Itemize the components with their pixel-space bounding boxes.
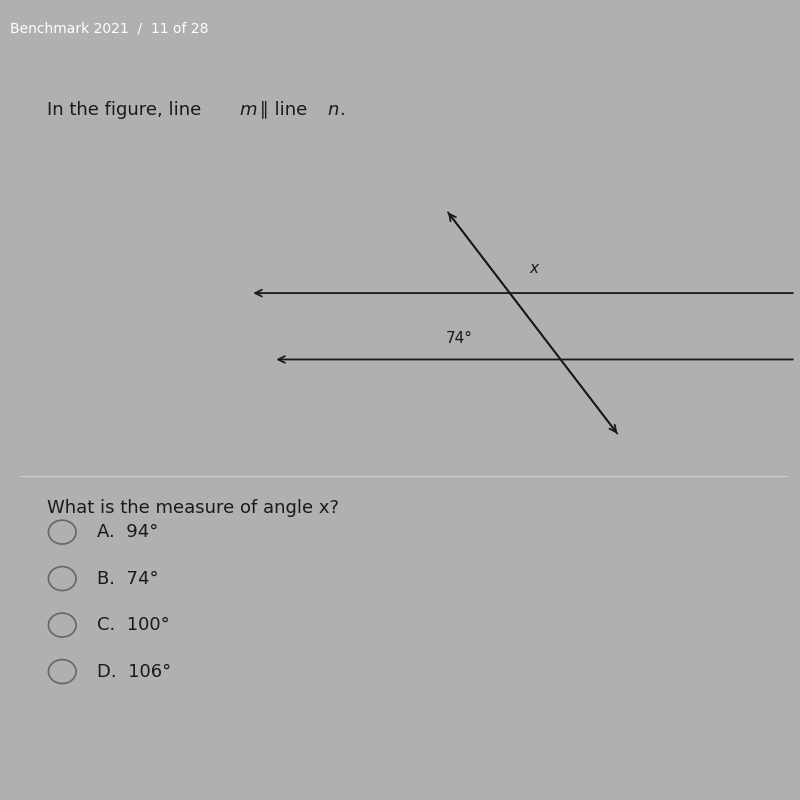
Text: B.  74°: B. 74° [97,570,158,587]
Text: n: n [327,101,338,118]
Text: Benchmark 2021  /  11 of 28: Benchmark 2021 / 11 of 28 [10,22,208,35]
Text: m: m [239,101,256,118]
Text: C.  100°: C. 100° [97,616,170,634]
Text: 74°: 74° [446,331,472,346]
Text: D.  106°: D. 106° [97,662,171,681]
Text: ∥ line: ∥ line [254,101,314,118]
Text: A.  94°: A. 94° [97,523,158,541]
Text: In the figure, line: In the figure, line [47,101,207,118]
Text: x: x [529,262,538,277]
Text: What is the measure of angle x?: What is the measure of angle x? [47,499,339,517]
Text: .: . [338,101,345,118]
